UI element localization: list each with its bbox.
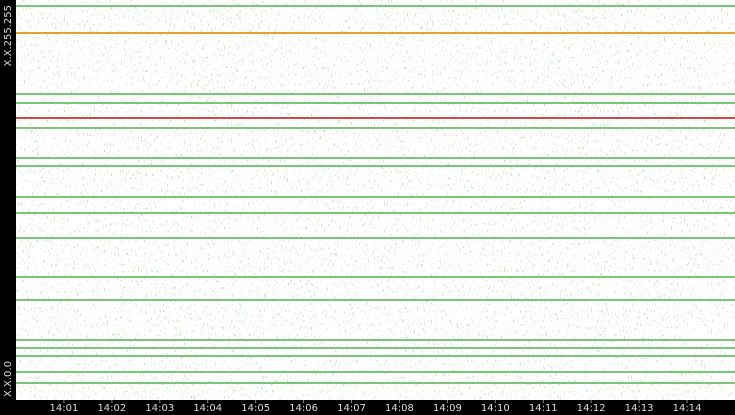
x-tick-label: 14:05 bbox=[241, 403, 270, 414]
x-tick-label: 14:10 bbox=[481, 403, 510, 414]
traffic-line bbox=[16, 126, 735, 129]
y-tick-label: X.X.0.0 bbox=[3, 361, 14, 397]
traffic-line bbox=[16, 4, 735, 7]
x-tick-label: 14:03 bbox=[145, 403, 174, 414]
x-tick-label: 14:01 bbox=[50, 403, 79, 414]
traffic-line bbox=[16, 276, 735, 279]
x-tick-label: 14:04 bbox=[193, 403, 222, 414]
x-tick-label: 14:08 bbox=[385, 403, 414, 414]
traffic-line bbox=[16, 211, 735, 214]
traffic-line bbox=[16, 101, 735, 104]
traffic-line bbox=[16, 339, 735, 342]
x-tick-label: 14:07 bbox=[337, 403, 366, 414]
traffic-line bbox=[16, 370, 735, 373]
x-tick-label: 14:02 bbox=[97, 403, 126, 414]
traffic-line bbox=[16, 164, 735, 167]
traffic-line bbox=[16, 354, 735, 357]
x-tick-label: 14:12 bbox=[577, 403, 606, 414]
traffic-line bbox=[16, 117, 735, 120]
traffic-line bbox=[16, 346, 735, 349]
traffic-line bbox=[16, 156, 735, 159]
x-tick-label: 14:06 bbox=[289, 403, 318, 414]
traffic-line bbox=[16, 236, 735, 239]
traffic-line bbox=[16, 195, 735, 198]
x-tick-label: 14:09 bbox=[433, 403, 462, 414]
traffic-speckle bbox=[16, 0, 735, 400]
x-tick-label: 14:13 bbox=[625, 403, 654, 414]
x-tick-label: 14:14 bbox=[673, 403, 702, 414]
traffic-line bbox=[16, 92, 735, 95]
traffic-line bbox=[16, 32, 735, 35]
traffic-line bbox=[16, 382, 735, 385]
traffic-line bbox=[16, 298, 735, 301]
x-tick-label: 14:11 bbox=[529, 403, 558, 414]
y-tick-label: X.X.255.255 bbox=[3, 5, 14, 66]
